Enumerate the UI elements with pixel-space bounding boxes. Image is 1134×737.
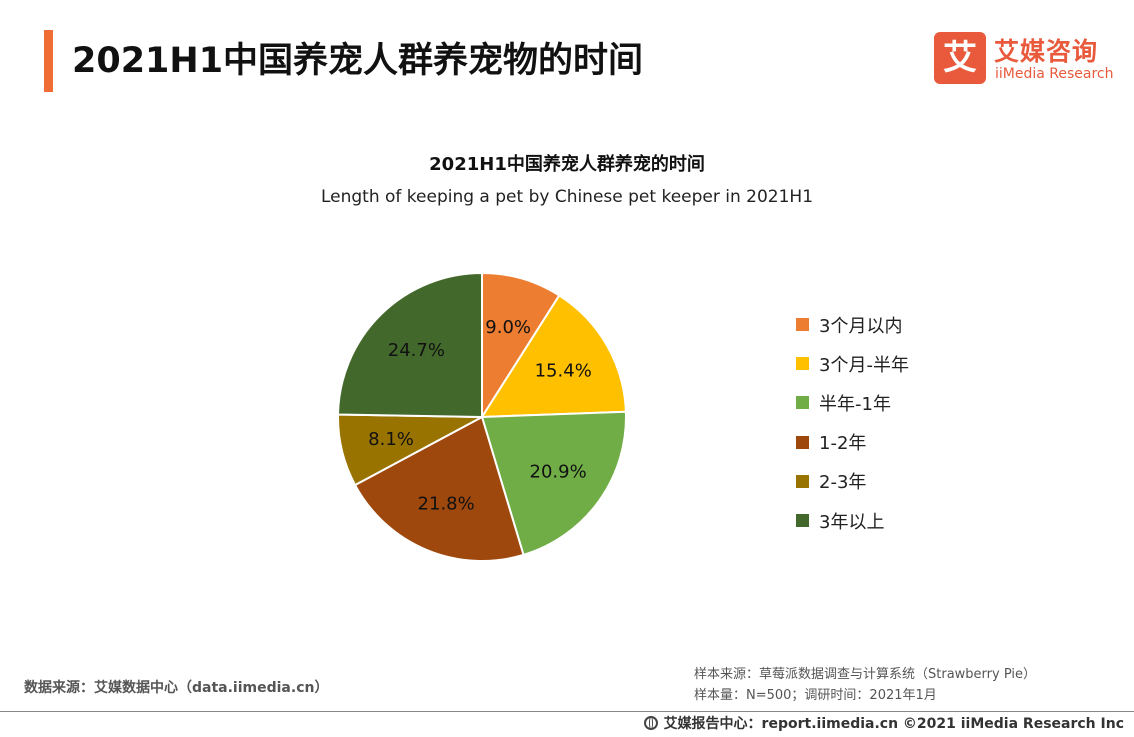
logo-text-cn: 艾媒咨询 — [994, 37, 1099, 66]
logo-mark: 艾 — [934, 32, 986, 84]
chart-legend: 3个月以内 3个月-半年 半年-1年 1-2年 2-3年 3年以上 — [796, 305, 909, 540]
pie-label-4: 8.1% — [368, 429, 414, 450]
legend-item-3: 1-2年 — [796, 423, 909, 462]
footer-divider — [0, 711, 1134, 712]
legend-label: 3个月-半年 — [819, 354, 909, 376]
legend-label: 3年以上 — [819, 511, 885, 533]
pie-slice-1 — [480, 294, 627, 419]
logo-text-en: iiMedia Research — [995, 66, 1114, 82]
legend-label: 1-2年 — [819, 433, 867, 455]
legend-item-1: 3个月-半年 — [796, 344, 909, 383]
pie-slice-2 — [480, 410, 627, 557]
sample-size: 样本量：N=500；调研时间：2021年1月 — [694, 688, 937, 703]
sample-info: 样本来源：草莓派数据调查与计算系统（Strawberry Pie） 样本量：N=… — [694, 664, 1036, 706]
title-accent-bar — [44, 30, 53, 92]
legend-swatch — [796, 357, 809, 371]
legend-swatch — [796, 474, 809, 488]
pie-label-3: 21.8% — [418, 493, 475, 514]
footer: 艾媒报告中心：report.iimedia.cn ©2021 iiMedia R… — [643, 713, 1124, 733]
pie-label-1: 15.4% — [535, 360, 592, 381]
legend-swatch — [796, 318, 809, 332]
pie-slice-0 — [481, 271, 561, 421]
pie-label-5: 24.7% — [388, 340, 445, 361]
legend-swatch — [796, 514, 809, 528]
legend-item-4: 2-3年 — [796, 462, 909, 501]
legend-label: 半年-1年 — [819, 393, 891, 415]
footer-text: 艾媒报告中心：report.iimedia.cn ©2021 iiMedia R… — [663, 716, 1124, 732]
legend-item-0: 3个月以内 — [796, 305, 909, 344]
globe-icon — [643, 716, 658, 730]
pie-labels: 9.0% 15.4% 20.9% 21.8% 8.1% 24.7% — [368, 317, 592, 514]
legend-swatch — [796, 435, 809, 449]
sample-source: 样本来源：草莓派数据调查与计算系统（Strawberry Pie） — [694, 667, 1036, 682]
page-title: 2021H1中国养宠人群养宠物的时间 — [72, 41, 644, 81]
pie-slice-5 — [337, 271, 483, 419]
pie-label-2: 20.9% — [530, 461, 587, 482]
legend-swatch — [796, 396, 809, 410]
iimedia-logo: 艾 艾媒咨询 iiMedia Research — [934, 32, 1114, 88]
chart-title: 2021H1中国养宠人群养宠的时间 — [429, 154, 705, 175]
pie-slices — [337, 271, 627, 562]
data-source: 数据来源：艾媒数据中心（data.iimedia.cn） — [24, 680, 329, 696]
legend-label: 3个月以内 — [819, 315, 903, 337]
legend-item-2: 半年-1年 — [796, 383, 909, 422]
pie-slice-3 — [353, 415, 525, 562]
legend-label: 2-3年 — [819, 472, 867, 494]
legend-item-5: 3年以上 — [796, 501, 909, 540]
chart-subtitle: Length of keeping a pet by Chinese pet k… — [320, 187, 814, 207]
pie-label-0: 9.0% — [485, 317, 531, 338]
